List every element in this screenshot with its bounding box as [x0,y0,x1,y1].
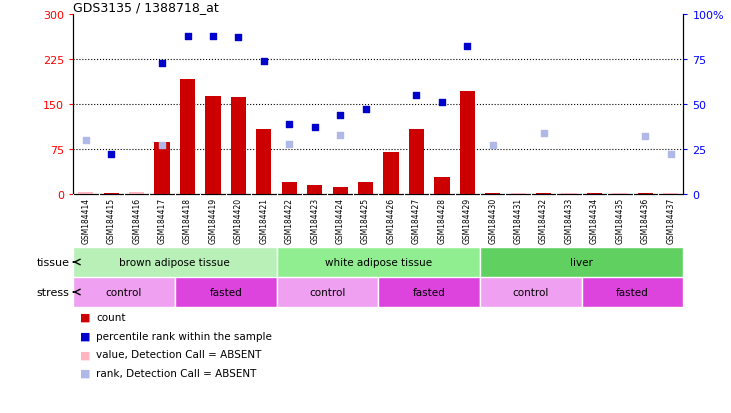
Point [309,125,321,131]
Text: ■: ■ [80,349,91,359]
Text: GSM184432: GSM184432 [539,197,548,243]
Bar [73,277,175,307]
Point [258,58,270,65]
Text: GSM184429: GSM184429 [463,197,471,243]
Point [156,60,168,67]
Bar [307,185,322,195]
Bar [358,183,374,195]
Bar [485,193,500,195]
Text: percentile rank within the sample: percentile rank within the sample [96,331,273,341]
Bar [73,247,276,277]
Bar [276,247,480,277]
Bar [104,193,119,195]
Point [411,93,423,99]
Bar [637,193,653,195]
Text: fasted: fasted [209,287,242,297]
Text: GSM184430: GSM184430 [488,197,497,243]
Point [461,44,473,50]
Text: GSM184415: GSM184415 [107,197,115,243]
Point [182,33,194,40]
Bar [154,142,170,195]
Bar [205,97,221,195]
Point [334,112,346,119]
Text: GSM184433: GSM184433 [564,197,574,243]
Point [105,152,117,158]
Text: white adipose tissue: white adipose tissue [325,257,432,267]
Text: stress: stress [37,287,69,297]
Bar [256,130,271,195]
Text: brown adipose tissue: brown adipose tissue [119,257,230,267]
Text: GSM184419: GSM184419 [208,197,218,243]
Bar [613,193,627,195]
Bar [231,97,246,195]
Text: GSM184414: GSM184414 [81,197,91,243]
Point [284,121,295,128]
Text: GSM184427: GSM184427 [412,197,421,243]
Text: fasted: fasted [413,287,445,297]
Bar [129,192,144,195]
Text: GSM184431: GSM184431 [514,197,523,243]
Text: count: count [96,312,126,322]
Point [334,132,346,139]
Text: GDS3135 / 1388718_at: GDS3135 / 1388718_at [73,1,219,14]
Text: ■: ■ [80,368,91,378]
Text: GSM184436: GSM184436 [641,197,650,243]
Text: control: control [309,287,346,297]
Bar [536,193,551,195]
Text: GSM184416: GSM184416 [132,197,141,243]
Bar [460,92,475,195]
Text: GSM184420: GSM184420 [234,197,243,243]
Bar [582,277,683,307]
Text: GSM184437: GSM184437 [666,197,675,243]
Bar [281,183,297,195]
Text: fasted: fasted [616,287,649,297]
Bar [78,193,94,195]
Point [156,143,168,150]
Bar [180,80,195,195]
Text: GSM184417: GSM184417 [158,197,167,243]
Text: ■: ■ [80,312,91,322]
Bar [587,193,602,195]
Text: tissue: tissue [37,257,69,267]
Point [232,35,244,42]
Bar [276,277,379,307]
Text: GSM184421: GSM184421 [260,197,268,243]
Point [80,138,91,144]
Text: GSM184423: GSM184423 [310,197,319,243]
Text: GSM184422: GSM184422 [285,197,294,243]
Text: rank, Detection Call = ABSENT: rank, Detection Call = ABSENT [96,368,257,378]
Point [207,33,219,40]
Point [360,107,371,114]
Bar [480,247,683,277]
Bar [333,188,348,195]
Point [665,152,677,158]
Text: GSM184428: GSM184428 [437,197,447,243]
Text: liver: liver [570,257,593,267]
Text: ■: ■ [80,331,91,341]
Text: GSM184424: GSM184424 [336,197,344,243]
Bar [175,277,276,307]
Bar [561,193,577,195]
Text: GSM184426: GSM184426 [387,197,395,243]
Bar [510,193,526,195]
Text: control: control [106,287,142,297]
Bar [480,277,582,307]
Point [640,134,651,140]
Bar [379,277,480,307]
Bar [409,130,424,195]
Text: control: control [512,287,549,297]
Point [284,141,295,147]
Bar [383,153,398,195]
Text: GSM184435: GSM184435 [616,197,624,243]
Bar [663,193,678,195]
Point [436,100,447,106]
Point [487,143,499,150]
Text: GSM184425: GSM184425 [361,197,370,243]
Text: GSM184418: GSM184418 [183,197,192,243]
Text: GSM184434: GSM184434 [590,197,599,243]
Text: value, Detection Call = ABSENT: value, Detection Call = ABSENT [96,349,262,359]
Bar [434,178,450,195]
Point [538,130,550,137]
